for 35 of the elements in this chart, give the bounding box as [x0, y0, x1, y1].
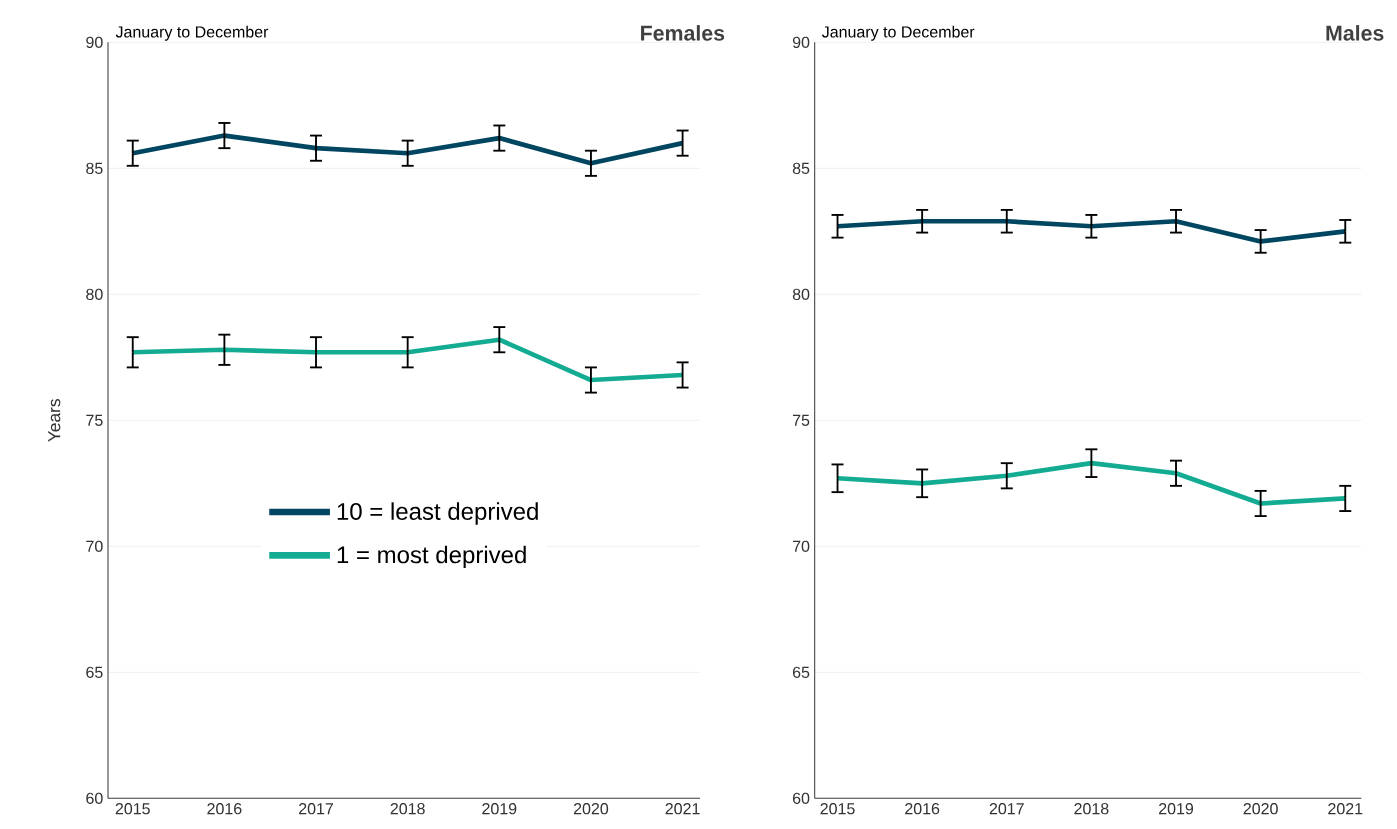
y-axis-title: Years: [48, 399, 61, 442]
chart-title: Males: [1326, 25, 1384, 41]
y-tick-label: 60: [86, 792, 103, 804]
x-tick-label: 2020: [1243, 803, 1278, 815]
x-tick-label: 2016: [905, 803, 940, 815]
x-tick-label: 2021: [665, 803, 700, 815]
x-tick-label: 2015: [115, 803, 150, 815]
x-tick-label: 2019: [1159, 803, 1194, 815]
y-tick-label: 90: [792, 36, 810, 48]
y-tick-label: 75: [792, 414, 810, 426]
x-tick-label: 2020: [573, 803, 609, 815]
y-tick-label: 65: [792, 666, 810, 678]
x-tick-label: 2021: [1328, 803, 1363, 815]
y-tick-label: 70: [86, 540, 103, 552]
x-tick-label: 2015: [820, 803, 855, 815]
x-tick-label: 2016: [207, 803, 242, 815]
chart-title: Females: [641, 25, 725, 41]
y-tick-label: 80: [86, 288, 103, 300]
x-tick-label: 2019: [482, 803, 517, 815]
y-tick-label: 65: [86, 666, 103, 678]
y-tick-label: 90: [86, 36, 103, 48]
legend-label: 10 = least deprived: [337, 502, 538, 525]
y-tick-label: 70: [792, 540, 810, 552]
x-tick-label: 2017: [989, 803, 1024, 815]
y-tick-label: 60: [792, 792, 810, 804]
y-tick-label: 80: [792, 288, 810, 300]
legend-label: 1 = most deprived: [337, 545, 526, 569]
chart-subtitle: January to December: [821, 25, 975, 41]
x-tick-label: 2017: [299, 803, 334, 815]
y-tick-label: 75: [86, 414, 103, 426]
chart-subtitle: January to December: [115, 25, 269, 41]
y-tick-label: 85: [792, 162, 810, 174]
x-tick-label: 2018: [1074, 803, 1109, 815]
y-tick-label: 85: [86, 162, 103, 174]
x-tick-label: 2018: [390, 803, 425, 815]
